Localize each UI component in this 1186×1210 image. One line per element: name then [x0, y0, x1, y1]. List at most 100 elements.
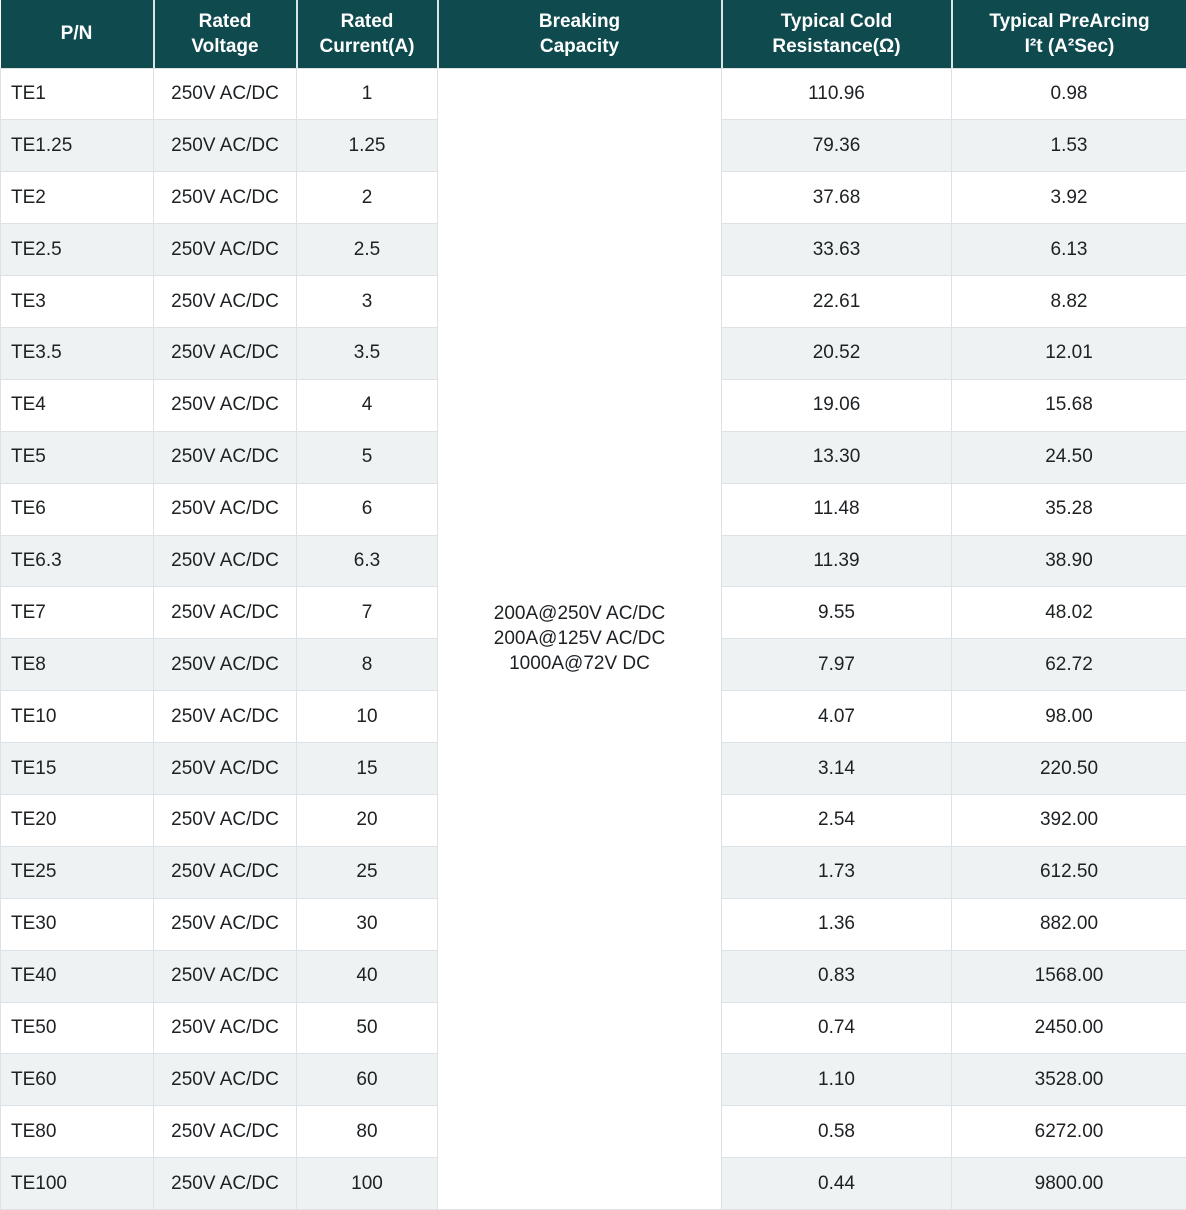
- table-row: TE15 250V AC/DC 15 3.14 220.50: [0, 742, 1186, 795]
- rated-voltage-cell: 250V AC/DC: [153, 586, 297, 640]
- rated-voltage-cell: 250V AC/DC: [153, 638, 297, 692]
- table-row: TE100 250V AC/DC 100 0.44 9800.00: [0, 1157, 1186, 1210]
- rated-voltage-cell: 250V AC/DC: [153, 1105, 297, 1159]
- rated-voltage-cell: 250V AC/DC: [153, 326, 297, 380]
- pn-cell: TE40: [0, 949, 154, 1003]
- cold-resistance-cell: 22.61: [721, 275, 952, 328]
- cold-resistance-cell: 20.52: [721, 326, 952, 380]
- table-row: TE80 250V AC/DC 80 0.58 6272.00: [0, 1105, 1186, 1159]
- prearcing-i2t-cell: 392.00: [951, 793, 1186, 847]
- rated-voltage-cell: 250V AC/DC: [153, 223, 297, 277]
- table-row: TE6 250V AC/DC 6 11.48 35.28: [0, 482, 1186, 536]
- cold-resistance-cell: 110.96: [721, 67, 952, 121]
- rated-voltage-cell: 250V AC/DC: [153, 1001, 297, 1055]
- rated-voltage-cell: 250V AC/DC: [153, 482, 297, 536]
- prearcing-i2t-cell: 6.13: [951, 223, 1186, 277]
- rated-current-cell: 7: [296, 586, 438, 640]
- rated-current-cell: 20: [296, 793, 438, 847]
- prearcing-i2t-cell: 15.68: [951, 378, 1186, 432]
- header-rated-voltage: Rated Voltage: [153, 0, 298, 68]
- rated-voltage-cell: 250V AC/DC: [153, 1157, 297, 1210]
- rated-voltage-cell: 250V AC/DC: [153, 690, 297, 744]
- cold-resistance-cell: 33.63: [721, 223, 952, 277]
- table-row: TE20 250V AC/DC 20 2.54 392.00: [0, 793, 1186, 847]
- rated-current-cell: 50: [296, 1001, 438, 1055]
- breaking-capacity-cell: 200A@250V AC/DC 200A@125V AC/DC 1000A@72…: [437, 67, 722, 1210]
- pn-cell: TE60: [0, 1053, 154, 1107]
- rated-current-cell: 15: [296, 742, 438, 795]
- prearcing-i2t-cell: 35.28: [951, 482, 1186, 536]
- header-prearcing-i2t: Typical PreArcing I²t (A²Sec): [951, 0, 1186, 68]
- cold-resistance-cell: 4.07: [721, 690, 952, 744]
- header-row: P/N Rated Voltage Rated Current(A) Break…: [0, 0, 1186, 68]
- table-row: TE60 250V AC/DC 60 1.10 3528.00: [0, 1053, 1186, 1107]
- cold-resistance-cell: 3.14: [721, 742, 952, 795]
- table-row: TE8 250V AC/DC 8 7.97 62.72: [0, 638, 1186, 692]
- table-row: TE6.3 250V AC/DC 6.3 11.39 38.90: [0, 534, 1186, 588]
- pn-cell: TE6: [0, 482, 154, 536]
- rated-voltage-cell: 250V AC/DC: [153, 171, 297, 225]
- pn-cell: TE80: [0, 1105, 154, 1159]
- pn-cell: TE25: [0, 845, 154, 899]
- prearcing-i2t-cell: 0.98: [951, 67, 1186, 121]
- rated-current-cell: 1: [296, 67, 438, 121]
- rated-current-cell: 2.5: [296, 223, 438, 277]
- cold-resistance-cell: 0.58: [721, 1105, 952, 1159]
- pn-cell: TE20: [0, 793, 154, 847]
- pn-cell: TE100: [0, 1157, 154, 1210]
- pn-cell: TE1.25: [0, 119, 154, 173]
- rated-voltage-cell: 250V AC/DC: [153, 534, 297, 588]
- pn-cell: TE7: [0, 586, 154, 640]
- header-cold-resistance: Typical Cold Resistance(Ω): [721, 0, 953, 68]
- prearcing-i2t-cell: 8.82: [951, 275, 1186, 328]
- rated-current-cell: 3.5: [296, 326, 438, 380]
- table-row: TE1 250V AC/DC 1 200A@250V AC/DC 200A@12…: [0, 67, 1186, 1210]
- rated-voltage-cell: 250V AC/DC: [153, 275, 297, 328]
- cold-resistance-cell: 11.48: [721, 482, 952, 536]
- prearcing-i2t-cell: 1568.00: [951, 949, 1186, 1003]
- table-row: TE10 250V AC/DC 10 4.07 98.00: [0, 690, 1186, 744]
- table-row: TE50 250V AC/DC 50 0.74 2450.00: [0, 1001, 1186, 1055]
- pn-cell: TE2.5: [0, 223, 154, 277]
- pn-cell: TE5: [0, 430, 154, 484]
- prearcing-i2t-cell: 3528.00: [951, 1053, 1186, 1107]
- cold-resistance-cell: 1.36: [721, 897, 952, 951]
- table-body: TE1 250V AC/DC 1 200A@250V AC/DC 200A@12…: [0, 67, 1186, 1210]
- rated-current-cell: 40: [296, 949, 438, 1003]
- cold-resistance-cell: 37.68: [721, 171, 952, 225]
- rated-current-cell: 100: [296, 1157, 438, 1210]
- rated-voltage-cell: 250V AC/DC: [153, 1053, 297, 1107]
- cold-resistance-cell: 13.30: [721, 430, 952, 484]
- pn-cell: TE3.5: [0, 326, 154, 380]
- pn-cell: TE10: [0, 690, 154, 744]
- prearcing-i2t-cell: 48.02: [951, 586, 1186, 640]
- table-header: P/N Rated Voltage Rated Current(A) Break…: [0, 0, 1186, 68]
- pn-cell: TE15: [0, 742, 154, 795]
- prearcing-i2t-cell: 1.53: [951, 119, 1186, 173]
- rated-current-cell: 3: [296, 275, 438, 328]
- prearcing-i2t-cell: 2450.00: [951, 1001, 1186, 1055]
- table-row: TE1.25 250V AC/DC 1.25 79.36 1.53: [0, 119, 1186, 173]
- table-row: TE40 250V AC/DC 40 0.83 1568.00: [0, 949, 1186, 1003]
- rated-voltage-cell: 250V AC/DC: [153, 430, 297, 484]
- prearcing-i2t-cell: 612.50: [951, 845, 1186, 899]
- rated-voltage-cell: 250V AC/DC: [153, 67, 297, 121]
- rated-current-cell: 2: [296, 171, 438, 225]
- rated-current-cell: 4: [296, 378, 438, 432]
- rated-current-cell: 8: [296, 638, 438, 692]
- prearcing-i2t-cell: 24.50: [951, 430, 1186, 484]
- prearcing-i2t-cell: 38.90: [951, 534, 1186, 588]
- rated-current-cell: 6: [296, 482, 438, 536]
- cold-resistance-cell: 0.74: [721, 1001, 952, 1055]
- cold-resistance-cell: 7.97: [721, 638, 952, 692]
- rated-voltage-cell: 250V AC/DC: [153, 793, 297, 847]
- prearcing-i2t-cell: 6272.00: [951, 1105, 1186, 1159]
- rated-voltage-cell: 250V AC/DC: [153, 378, 297, 432]
- cold-resistance-cell: 1.10: [721, 1053, 952, 1107]
- cold-resistance-cell: 1.73: [721, 845, 952, 899]
- pn-cell: TE3: [0, 275, 154, 328]
- header-pn: P/N: [0, 0, 155, 68]
- rated-current-cell: 5: [296, 430, 438, 484]
- pn-cell: TE2: [0, 171, 154, 225]
- table-row: TE7 250V AC/DC 7 9.55 48.02: [0, 586, 1186, 640]
